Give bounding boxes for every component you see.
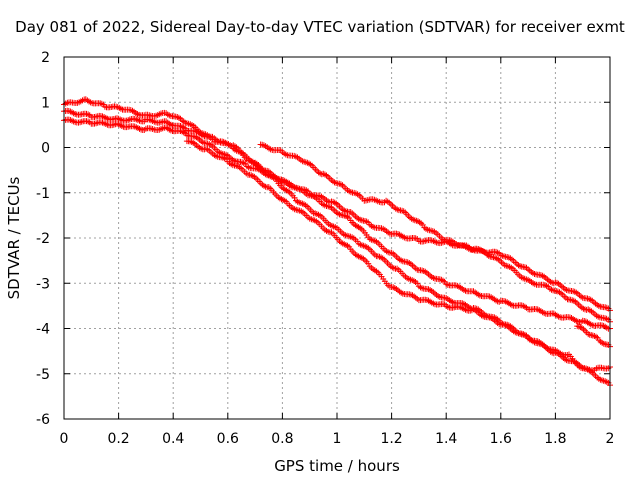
x-tick-label: 0.6 [217, 431, 239, 447]
x-tick-label: 1.8 [544, 431, 566, 447]
x-tick-label: 0.8 [271, 431, 293, 447]
data-point-marks [257, 141, 613, 325]
chart-title: Day 081 of 2022, Sidereal Day-to-day VTE… [15, 18, 625, 36]
y-tick-label: -2 [36, 231, 50, 247]
x-tick-label: 2 [606, 431, 615, 447]
y-tick-label: -1 [36, 186, 50, 202]
y-tick-label: -3 [36, 276, 50, 292]
x-tick-label: 1 [333, 431, 342, 447]
x-axis-label: GPS time / hours [274, 457, 400, 475]
data-point-marks [574, 323, 613, 350]
y-tick-label: -5 [36, 367, 50, 383]
y-tick-label: -6 [36, 412, 50, 428]
x-tick-label: 1.2 [380, 431, 402, 447]
data-point-marks [183, 138, 613, 374]
x-tick-label: 0.2 [107, 431, 129, 447]
series-sat-f [574, 323, 613, 350]
x-tick-label: 1.4 [435, 431, 457, 447]
series-sat-e [183, 138, 613, 374]
y-tick-label: 2 [41, 50, 50, 66]
x-tick-label: 0.4 [162, 431, 184, 447]
plot-frame [63, 56, 611, 420]
x-tick-label: 1.6 [490, 431, 512, 447]
x-tick-label: 0 [60, 431, 69, 447]
y-tick-label: 1 [41, 95, 50, 111]
series-sat-d [257, 141, 613, 325]
y-tick-label: 0 [41, 141, 50, 157]
y-tick-label: -4 [36, 322, 50, 338]
y-axis-label: SDTVAR / TECUs [5, 176, 23, 300]
